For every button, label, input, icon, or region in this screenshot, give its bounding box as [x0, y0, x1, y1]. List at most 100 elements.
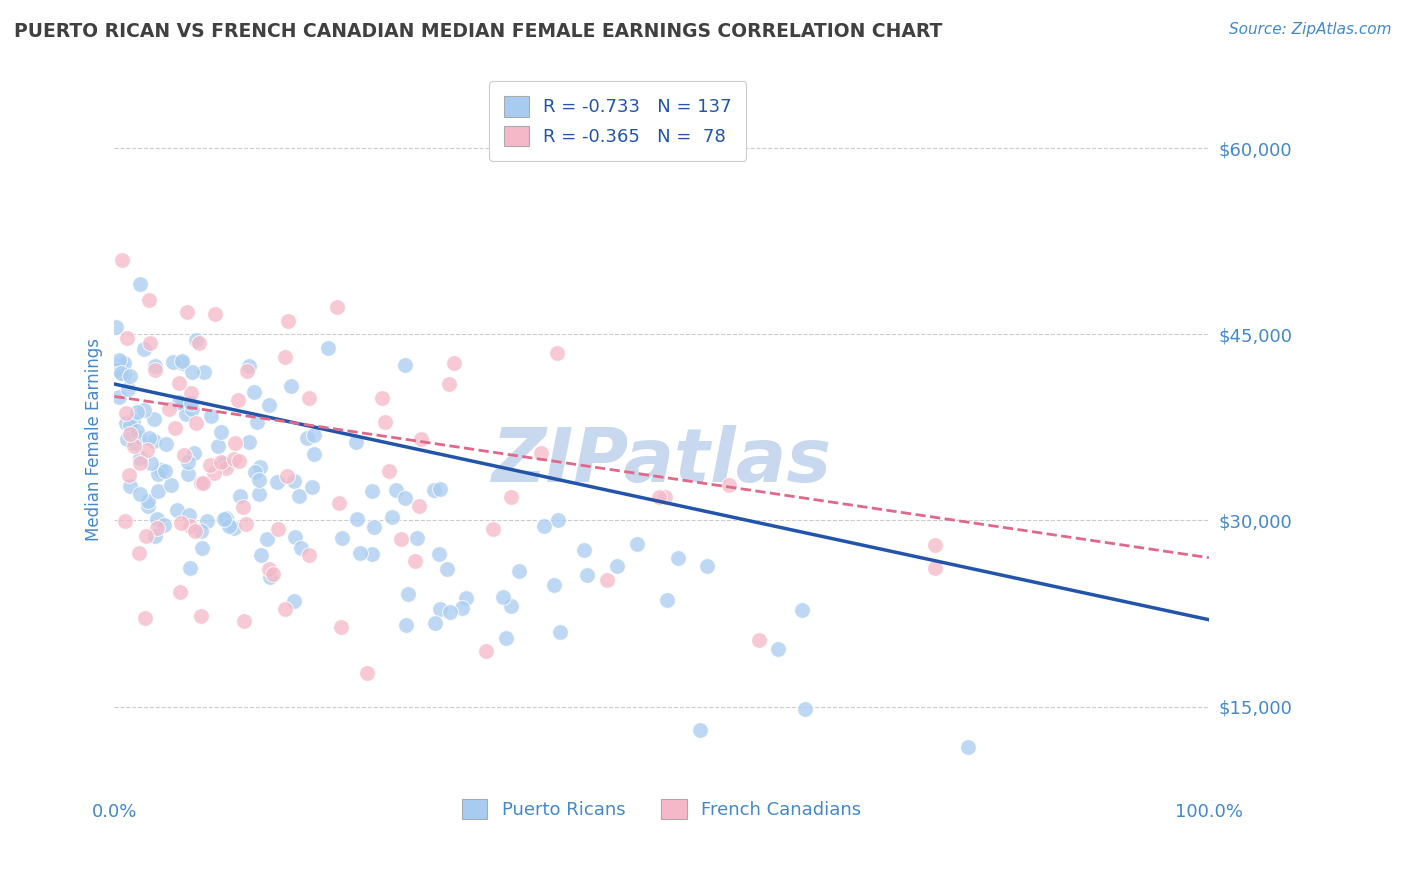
Point — [235, 516, 257, 531]
Point — [280, 379, 302, 393]
Point — [224, 451, 246, 466]
Point — [356, 666, 378, 681]
Point — [423, 615, 446, 630]
Point — [408, 500, 430, 514]
Point — [718, 478, 741, 492]
Point — [284, 530, 307, 544]
Point — [429, 482, 451, 496]
Point — [187, 336, 209, 351]
Point — [167, 376, 190, 390]
Point — [108, 353, 131, 368]
Point — [124, 436, 146, 450]
Point — [257, 562, 280, 576]
Point — [229, 489, 252, 503]
Point — [115, 417, 138, 431]
Point — [117, 331, 139, 345]
Point — [124, 439, 146, 453]
Point — [139, 336, 162, 351]
Point — [768, 641, 790, 656]
Point — [404, 554, 426, 568]
Point — [302, 428, 325, 442]
Point — [474, 644, 496, 658]
Point — [957, 739, 980, 754]
Point — [277, 314, 299, 328]
Text: PUERTO RICAN VS FRENCH CANADIAN MEDIAN FEMALE EARNINGS CORRELATION CHART: PUERTO RICAN VS FRENCH CANADIAN MEDIAN F… — [14, 22, 942, 41]
Point — [422, 483, 444, 497]
Point — [668, 550, 690, 565]
Point — [243, 385, 266, 400]
Point — [180, 395, 202, 409]
Point — [177, 455, 200, 469]
Point — [177, 508, 200, 522]
Point — [145, 521, 167, 535]
Point — [626, 537, 648, 551]
Point — [259, 570, 281, 584]
Point — [301, 480, 323, 494]
Point — [191, 476, 214, 491]
Point — [572, 542, 595, 557]
Point — [508, 564, 530, 578]
Point — [406, 531, 429, 545]
Point — [180, 401, 202, 416]
Point — [411, 432, 433, 446]
Point — [214, 512, 236, 526]
Point — [427, 547, 450, 561]
Point — [179, 518, 201, 533]
Point — [170, 353, 193, 368]
Point — [451, 600, 474, 615]
Point — [172, 395, 194, 409]
Point — [163, 421, 186, 435]
Point — [290, 541, 312, 556]
Point — [792, 602, 814, 616]
Point — [184, 333, 207, 347]
Point — [135, 529, 157, 543]
Point — [166, 503, 188, 517]
Point — [245, 465, 267, 479]
Point — [125, 424, 148, 438]
Point — [120, 369, 142, 384]
Point — [267, 522, 290, 536]
Point — [437, 377, 460, 392]
Point — [198, 458, 221, 472]
Point — [329, 620, 352, 634]
Point — [112, 367, 135, 381]
Point — [107, 390, 129, 404]
Point — [378, 464, 401, 478]
Point — [596, 573, 619, 587]
Point — [111, 253, 134, 268]
Point — [247, 487, 270, 501]
Point — [266, 475, 288, 490]
Point — [262, 566, 284, 581]
Point — [396, 587, 419, 601]
Point — [207, 439, 229, 453]
Point — [129, 456, 152, 470]
Point — [138, 293, 160, 307]
Point — [576, 568, 599, 582]
Point — [482, 522, 505, 536]
Point — [146, 484, 169, 499]
Point — [232, 500, 254, 514]
Point — [190, 475, 212, 490]
Point — [226, 393, 249, 408]
Legend: Puerto Ricans, French Canadians: Puerto Ricans, French Canadians — [447, 784, 876, 834]
Point — [212, 456, 235, 470]
Point — [195, 514, 218, 528]
Point — [170, 516, 193, 531]
Point — [128, 546, 150, 560]
Point — [328, 496, 350, 510]
Point — [134, 403, 156, 417]
Point — [150, 463, 173, 477]
Point — [361, 547, 384, 561]
Point — [136, 442, 159, 457]
Point — [530, 446, 553, 460]
Point — [238, 359, 260, 373]
Point — [298, 392, 321, 406]
Point — [395, 618, 418, 632]
Point — [136, 494, 159, 508]
Point — [436, 562, 458, 576]
Point — [112, 355, 135, 369]
Point — [176, 304, 198, 318]
Point — [181, 365, 204, 379]
Point — [143, 362, 166, 376]
Point — [190, 608, 212, 623]
